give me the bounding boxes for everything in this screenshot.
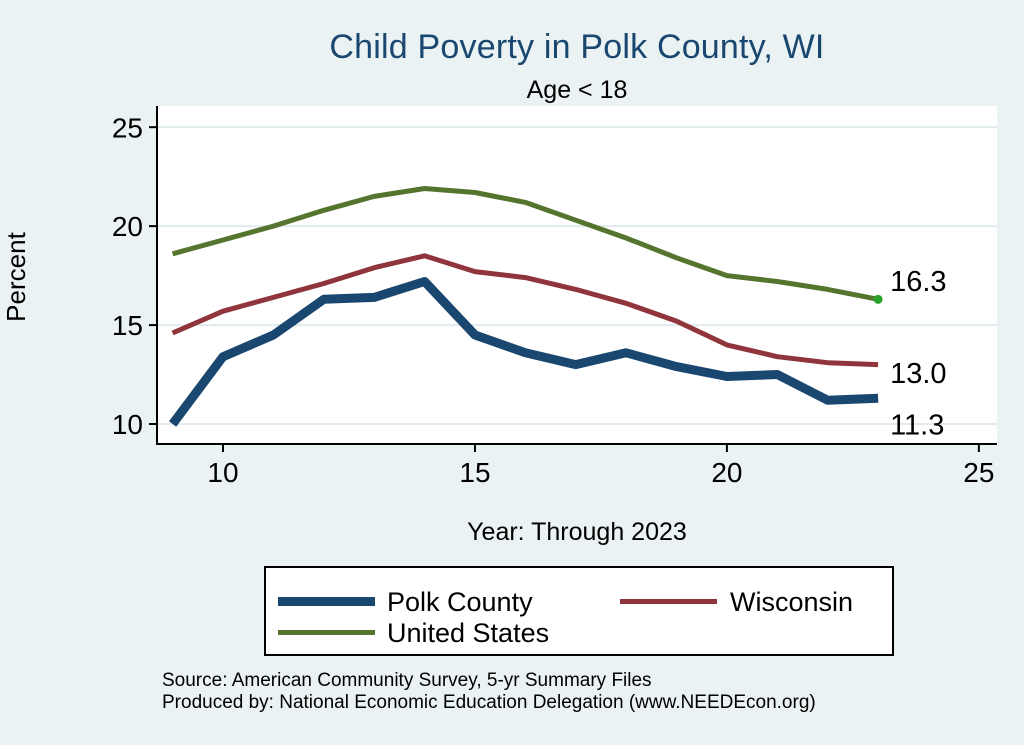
legend-label-wisconsin: Wisconsin xyxy=(730,587,854,617)
source-note: Source: American Community Survey, 5-yr … xyxy=(162,670,652,691)
legend-label-polk-county: Polk County xyxy=(387,587,533,617)
x-tick-label-15: 15 xyxy=(459,457,490,488)
y-tick-label-25: 25 xyxy=(112,112,143,143)
y-axis-title: Percent xyxy=(1,232,31,322)
y-tick-label-10: 10 xyxy=(112,409,143,440)
chart-subtitle: Age < 18 xyxy=(526,76,628,104)
polk-county-line-swatch xyxy=(278,597,375,606)
end-value-label-united-states: 16.3 xyxy=(890,266,946,298)
series-line-united-states xyxy=(171,186,879,302)
series-line-wisconsin xyxy=(171,253,879,368)
series-line-polk-county xyxy=(168,277,879,427)
united-states-line-swatch xyxy=(278,630,375,635)
chart-title: Child Poverty in Polk County, WI xyxy=(329,28,825,66)
y-tick-label-20: 20 xyxy=(112,211,143,242)
end-marker-united-states xyxy=(873,294,883,304)
legend-label-united-states: United States xyxy=(387,618,550,648)
x-axis-title: Year: Through 2023 xyxy=(467,518,687,546)
wisconsin-line-swatch xyxy=(620,599,717,604)
x-tick-label-25: 25 xyxy=(963,457,994,488)
x-tick-label-20: 20 xyxy=(711,457,742,488)
end-value-label-wisconsin: 13.0 xyxy=(890,358,946,390)
x-tick-label-10: 10 xyxy=(207,457,238,488)
footer-notes: Source: American Community Survey, 5-yr … xyxy=(162,670,816,714)
legend: Polk County Wisconsin United States xyxy=(264,566,894,656)
plot-area xyxy=(157,106,997,444)
end-value-label-polk-county: 11.3 xyxy=(890,409,944,441)
produced-by-note: Produced by: National Economic Education… xyxy=(162,692,816,713)
y-tick-label-15: 15 xyxy=(112,310,143,341)
